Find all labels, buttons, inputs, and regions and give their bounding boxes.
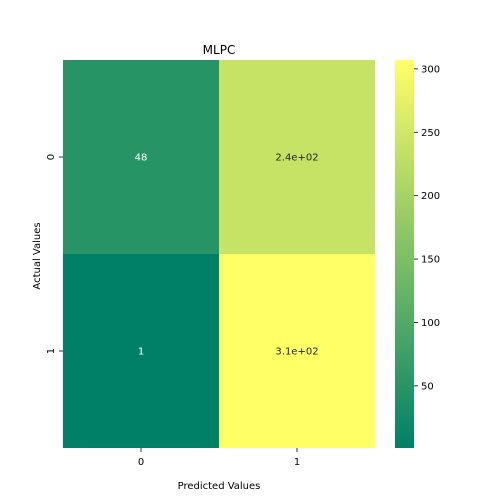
y-tick-label-1: 1: [46, 348, 57, 354]
cell-label-0-1: 2.4e+02: [275, 153, 318, 164]
colorbar: [395, 60, 414, 448]
y-axis: 01: [46, 154, 63, 354]
y-tick-label-0: 0: [46, 154, 57, 160]
cell-label-0-0: 48: [135, 153, 148, 164]
colorbar-tick-label-3: 200: [421, 191, 440, 202]
colorbar-tick-label-5: 300: [421, 64, 440, 75]
colorbar-tick-label-0: 50: [421, 381, 434, 392]
x-tick-label-1: 1: [294, 457, 300, 468]
heatmap-cell-1-1: [219, 254, 375, 448]
cell-label-1-1: 3.1e+02: [275, 347, 318, 358]
heatmap-cell-1-0: [63, 254, 219, 448]
colorbar-tick-label-2: 150: [421, 255, 440, 266]
heatmap-cell-0-1: [219, 60, 375, 254]
chart-title: MLPC: [203, 43, 236, 57]
y-axis-label: Actual Values: [32, 222, 43, 289]
colorbar-tick-label-4: 250: [421, 128, 440, 139]
x-tick-label-0: 0: [138, 457, 144, 468]
colorbar-tick-label-1: 100: [421, 318, 440, 329]
heatmap-cells: 48 2.4e+02 1 3.1e+02: [63, 60, 375, 448]
x-axis-label: Predicted Values: [178, 481, 261, 492]
heatmap-cell-0-0: [63, 60, 219, 254]
colorbar-ticks: 50 100 150 200 250 300: [414, 64, 440, 392]
cell-label-1-0: 1: [138, 347, 144, 358]
